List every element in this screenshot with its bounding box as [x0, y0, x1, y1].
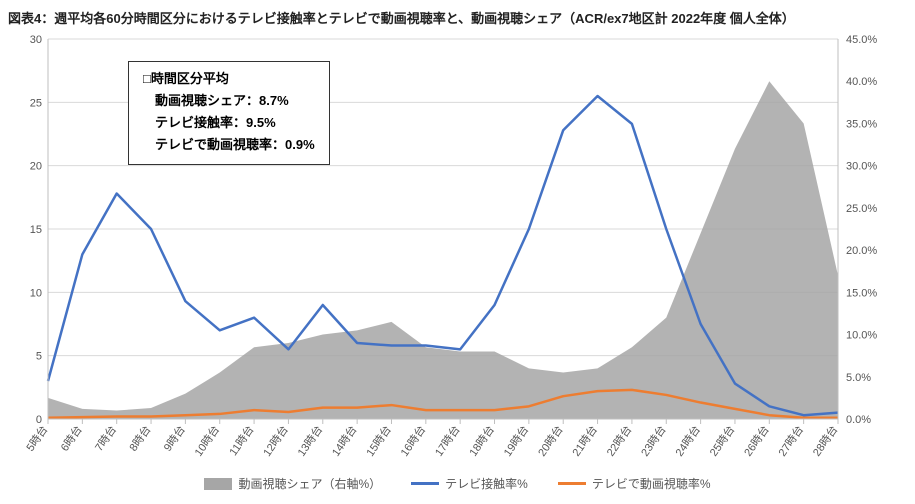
summary-row-contact: テレビ接触率：9.5% — [143, 112, 315, 134]
svg-text:26時台: 26時台 — [741, 423, 772, 459]
svg-text:11時台: 11時台 — [226, 423, 257, 458]
legend-item-line1: テレビ接触率% — [411, 475, 528, 492]
svg-text:25: 25 — [30, 97, 42, 109]
svg-text:0.0%: 0.0% — [846, 414, 871, 426]
svg-text:9時台: 9時台 — [160, 423, 188, 454]
legend-label-area: 動画視聴シェア（右軸%） — [238, 475, 381, 492]
svg-text:22時台: 22時台 — [603, 423, 634, 459]
svg-text:6時台: 6時台 — [57, 423, 85, 454]
svg-text:15: 15 — [30, 224, 42, 236]
legend: 動画視聴シェア（右軸%） テレビ接触率% テレビで動画視聴率% — [8, 475, 907, 492]
svg-text:10時台: 10時台 — [191, 423, 222, 459]
svg-text:20時台: 20時台 — [535, 423, 566, 459]
svg-text:5時台: 5時台 — [23, 423, 51, 454]
line-swatch-icon — [558, 482, 586, 485]
svg-text:30: 30 — [30, 34, 42, 46]
svg-text:40.0%: 40.0% — [846, 76, 877, 88]
svg-text:13時台: 13時台 — [294, 423, 325, 459]
svg-text:24時台: 24時台 — [672, 423, 703, 459]
svg-text:5: 5 — [36, 351, 42, 363]
svg-text:19時台: 19時台 — [500, 423, 531, 459]
legend-item-area: 動画視聴シェア（右軸%） — [204, 475, 381, 492]
svg-text:10.0%: 10.0% — [846, 330, 877, 342]
svg-text:45.0%: 45.0% — [846, 34, 877, 46]
svg-text:30.0%: 30.0% — [846, 161, 877, 173]
line-swatch-icon — [411, 482, 439, 485]
svg-text:18時台: 18時台 — [466, 423, 497, 459]
svg-text:25.0%: 25.0% — [846, 203, 877, 215]
svg-text:12時台: 12時台 — [260, 423, 291, 459]
svg-text:35.0%: 35.0% — [846, 118, 877, 130]
svg-text:25時台: 25時台 — [706, 423, 737, 459]
svg-text:15.0%: 15.0% — [846, 287, 877, 299]
area-swatch-icon — [204, 478, 232, 490]
svg-text:17時台: 17時台 — [432, 423, 463, 459]
svg-text:23時台: 23時台 — [638, 423, 669, 459]
chart-container: 0510152025300.0%5.0%10.0%15.0%20.0%25.0%… — [8, 31, 903, 471]
legend-item-line2: テレビで動画視聴率% — [558, 475, 711, 492]
svg-text:14時台: 14時台 — [328, 423, 359, 459]
summary-header: □時間区分平均 — [143, 68, 315, 90]
svg-text:28時台: 28時台 — [809, 423, 840, 459]
svg-text:15時台: 15時台 — [363, 423, 394, 459]
svg-text:20: 20 — [30, 161, 42, 173]
svg-text:10: 10 — [30, 287, 42, 299]
chart-title: 図表4：週平均各60分時間区分におけるテレビ接触率とテレビで動画視聴率と、動画視… — [8, 8, 907, 27]
svg-text:16時台: 16時台 — [397, 423, 428, 459]
summary-row-share: 動画視聴シェア：8.7% — [143, 90, 315, 112]
svg-text:8時台: 8時台 — [126, 423, 154, 454]
summary-row-video: テレビで動画視聴率：0.9% — [143, 134, 315, 156]
summary-box: □時間区分平均 動画視聴シェア：8.7% テレビ接触率：9.5% テレビで動画視… — [128, 61, 330, 165]
legend-label-line2: テレビで動画視聴率% — [592, 475, 711, 492]
svg-text:7時台: 7時台 — [92, 423, 120, 454]
legend-label-line1: テレビ接触率% — [445, 475, 528, 492]
svg-text:21時台: 21時台 — [569, 423, 600, 459]
svg-text:20.0%: 20.0% — [846, 245, 877, 257]
svg-text:27時台: 27時台 — [775, 423, 806, 459]
svg-text:5.0%: 5.0% — [846, 372, 871, 384]
